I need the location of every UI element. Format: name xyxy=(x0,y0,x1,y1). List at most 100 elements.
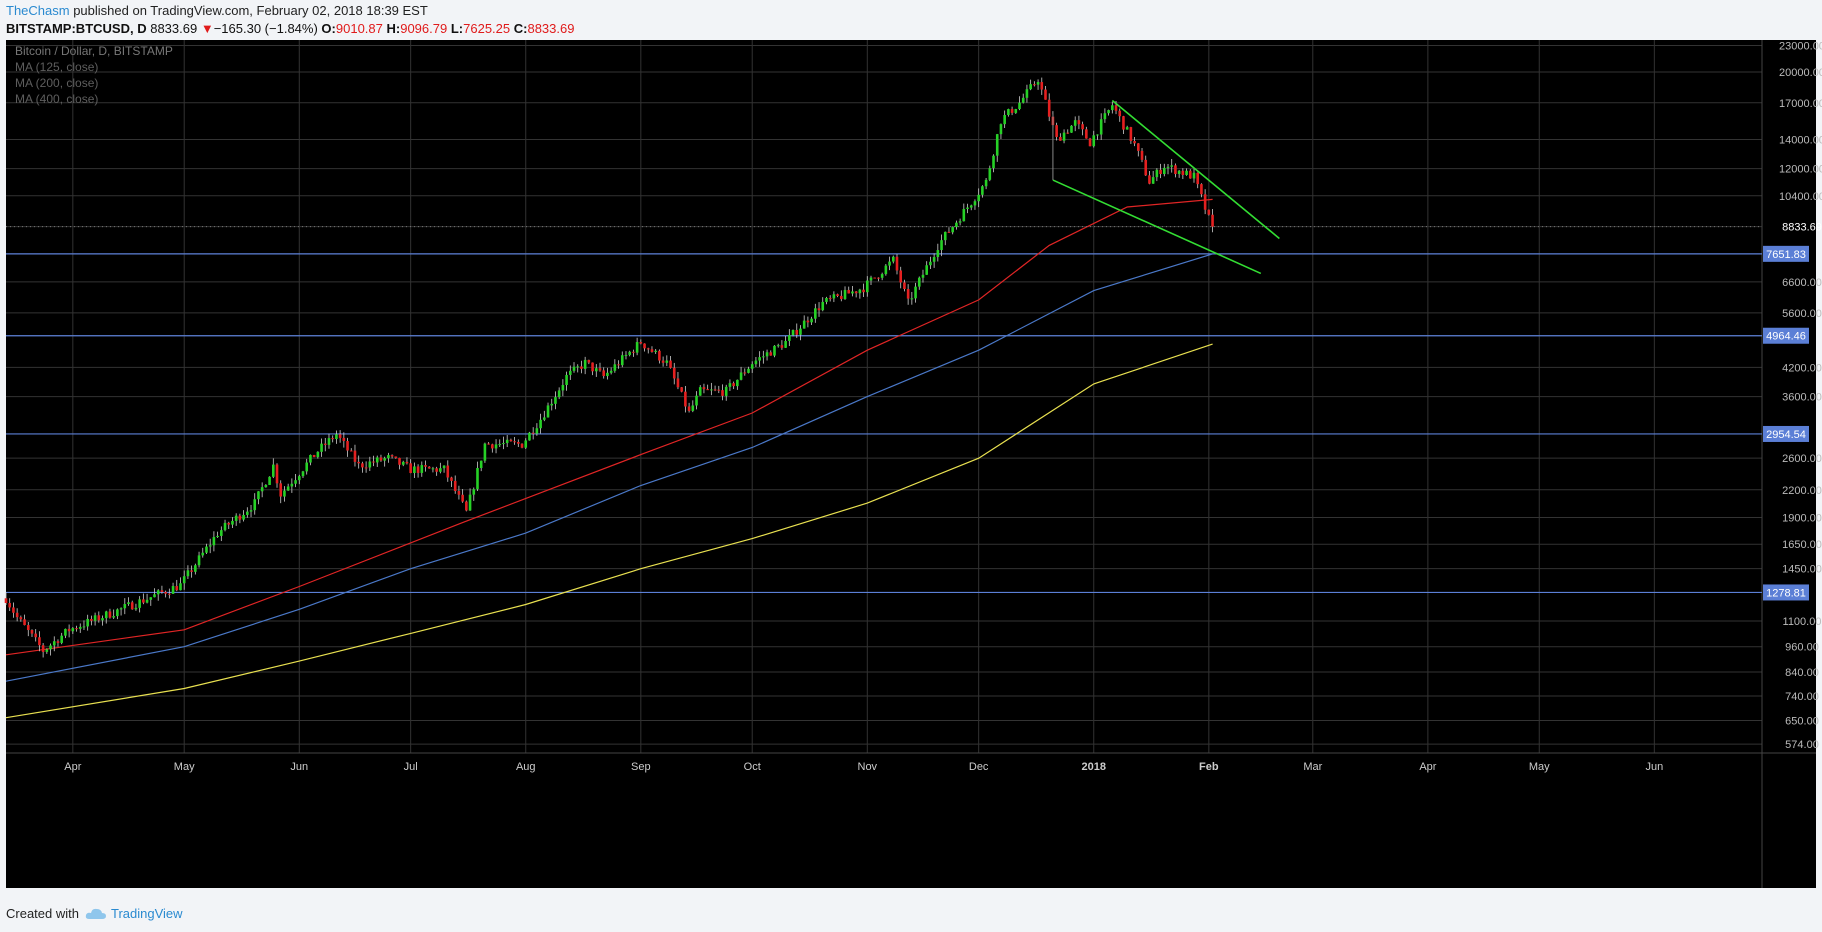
candle-up xyxy=(479,460,483,469)
candle-up xyxy=(691,405,695,411)
candle-down xyxy=(1085,129,1088,139)
candle-up xyxy=(528,432,531,441)
candle-up xyxy=(698,387,702,396)
candle-up xyxy=(468,494,472,511)
candle-down xyxy=(12,607,15,613)
candle-down xyxy=(19,617,23,620)
time-tick-label: May xyxy=(174,761,195,773)
candle-up xyxy=(1018,102,1021,110)
candle-down xyxy=(1200,184,1203,195)
candle-up xyxy=(286,486,290,491)
price-badge xyxy=(1763,245,1809,262)
candle-up xyxy=(171,586,175,594)
candle-down xyxy=(1114,105,1118,111)
candles xyxy=(4,77,1214,658)
candle-up xyxy=(260,487,264,492)
candle-down xyxy=(580,366,583,369)
author-link[interactable]: TheChasm xyxy=(6,3,70,18)
candle-up xyxy=(502,443,505,445)
candle-down xyxy=(520,443,524,448)
tradingview-link[interactable]: TradingView xyxy=(85,906,183,921)
candle-down xyxy=(672,367,676,379)
candle-down xyxy=(465,501,468,511)
candle-up xyxy=(1070,125,1073,133)
candle-down xyxy=(227,522,231,525)
candle-up xyxy=(724,386,728,396)
candle-up xyxy=(1185,170,1188,175)
time-tick-label: Jun xyxy=(1645,761,1663,773)
candle-up xyxy=(624,354,628,356)
price-chart[interactable]: 574.00 650.00 740.00 840.00 960.00 1100.00 145… xyxy=(0,40,1822,902)
high-label: H: xyxy=(386,21,401,36)
candle-up xyxy=(821,301,825,311)
candle-up xyxy=(557,390,561,398)
candle-up xyxy=(609,370,613,373)
price-tick-label: 17000.00 xyxy=(1779,98,1822,110)
candle-up xyxy=(431,468,435,470)
candle-up xyxy=(45,649,49,652)
candle-down xyxy=(453,480,457,491)
candle-down xyxy=(446,465,450,478)
candle-up xyxy=(1151,177,1155,184)
candle-up xyxy=(728,383,732,387)
candle-up xyxy=(327,438,331,445)
candle-up xyxy=(283,490,286,497)
open-value: 9010.87 xyxy=(335,21,383,36)
candle-down xyxy=(1159,169,1162,175)
candle-up xyxy=(387,455,390,459)
candle-down xyxy=(142,599,145,603)
candle-up xyxy=(476,468,479,490)
candle-up xyxy=(1111,105,1114,111)
candle-up xyxy=(194,565,197,572)
price-tick-label: 4200.00 xyxy=(1782,362,1822,374)
candle-down xyxy=(1144,159,1148,176)
price-tick-label: 23000.00 xyxy=(1779,41,1822,53)
legend-ma200: MA (200, close) xyxy=(15,76,98,90)
candle-up xyxy=(1096,134,1099,136)
candle-up xyxy=(483,443,487,461)
price-badge-label: 4964.46 xyxy=(1766,331,1806,343)
candle-up xyxy=(865,280,869,293)
candle-up xyxy=(524,440,528,448)
candle-down xyxy=(1174,165,1177,174)
candle-down xyxy=(632,351,635,353)
close-label: C: xyxy=(513,21,528,36)
candle-down xyxy=(658,350,661,361)
candle-down xyxy=(487,443,490,445)
price-tick-label: 5600.00 xyxy=(1782,308,1822,320)
price-badge-label: 1278.81 xyxy=(1766,587,1806,599)
candle-down xyxy=(190,570,193,572)
candle-up xyxy=(843,289,847,300)
candle-down xyxy=(338,434,342,438)
candle-down xyxy=(1081,124,1084,130)
candle-up xyxy=(884,265,888,275)
candle-up xyxy=(253,499,257,511)
candle-up xyxy=(297,476,301,481)
candle-up xyxy=(910,298,914,300)
candle-down xyxy=(41,645,45,652)
candle-up xyxy=(60,635,63,643)
price-badge xyxy=(1763,584,1809,601)
candle-up xyxy=(583,359,587,369)
candle-up xyxy=(546,405,550,418)
candle-up xyxy=(977,194,980,202)
candle-up xyxy=(1177,170,1181,174)
candle-down xyxy=(854,291,858,294)
candle-up xyxy=(814,308,817,319)
candle-down xyxy=(1066,132,1070,134)
candle-up xyxy=(736,379,739,387)
candle-up xyxy=(420,465,424,473)
candle-down xyxy=(427,466,431,469)
candle-down xyxy=(1047,99,1051,117)
candle-down xyxy=(509,439,513,442)
price-badge-label: 7651.83 xyxy=(1766,249,1806,261)
candle-up xyxy=(973,201,977,206)
candle-down xyxy=(721,390,724,396)
candle-down xyxy=(38,637,41,646)
candle-up xyxy=(246,511,249,515)
candle-up xyxy=(1021,97,1025,103)
candle-down xyxy=(75,628,78,630)
price-tick-label: 3600.00 xyxy=(1782,392,1822,404)
candle-down xyxy=(390,455,394,457)
price-tick-label: 10400.00 xyxy=(1779,191,1822,203)
